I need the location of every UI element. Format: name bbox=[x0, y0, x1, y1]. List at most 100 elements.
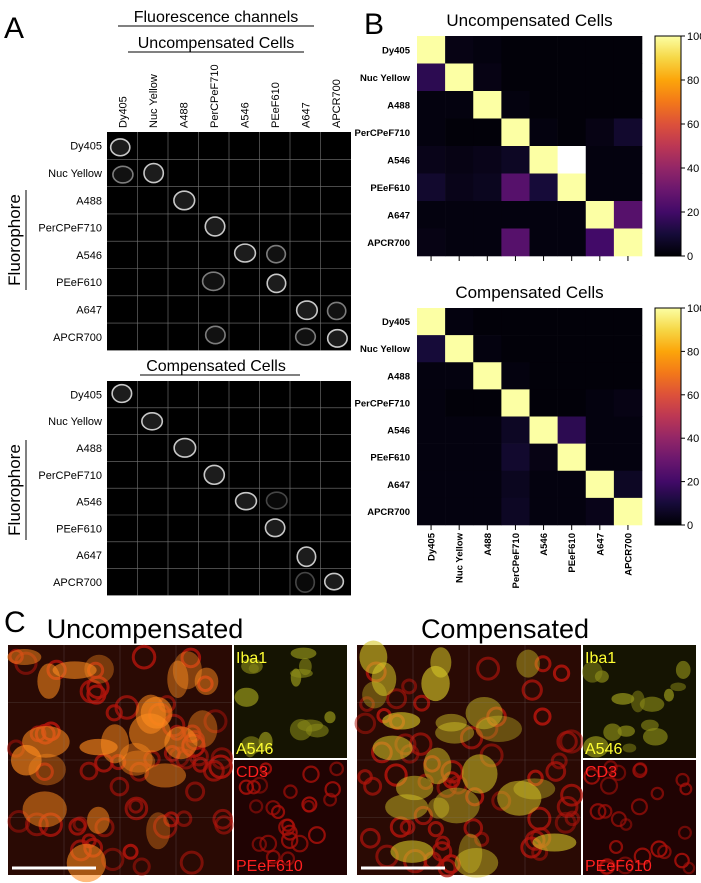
cell-glia bbox=[371, 662, 397, 697]
channel-label: CD3 bbox=[585, 764, 617, 781]
heatmap-cell bbox=[445, 118, 474, 147]
heatmap-cell bbox=[417, 118, 446, 147]
heatmap-cell bbox=[529, 118, 558, 147]
cell-iba1 bbox=[675, 660, 691, 679]
cell-iba1 bbox=[642, 727, 668, 746]
heatmap-cell bbox=[613, 118, 643, 147]
heatmap-cell bbox=[501, 416, 530, 444]
row-label: Dy405 bbox=[382, 317, 411, 328]
cell-image bbox=[234, 491, 258, 511]
cell-glia bbox=[121, 750, 156, 773]
cell-red bbox=[463, 818, 484, 838]
heatmap-cell bbox=[613, 63, 643, 92]
heatmap-cell bbox=[585, 443, 615, 472]
image-title: Uncompensated bbox=[47, 614, 244, 644]
heatmap-cell bbox=[501, 470, 530, 499]
heatmap-cell bbox=[529, 308, 558, 336]
heatmap-cell bbox=[529, 335, 558, 363]
cell-image bbox=[295, 300, 319, 321]
cell-iba1 bbox=[603, 723, 622, 741]
heatmap-cell bbox=[473, 416, 502, 444]
column-label: A546 bbox=[239, 102, 251, 128]
heatmap-cell bbox=[557, 228, 587, 257]
cell-red bbox=[129, 761, 150, 782]
cell-cd3 bbox=[238, 779, 255, 795]
column-label: A546 bbox=[539, 533, 550, 556]
row-label: A488 bbox=[387, 371, 410, 382]
heatmap-cell bbox=[445, 228, 474, 257]
row-label: A488 bbox=[76, 443, 102, 455]
cell-glia bbox=[427, 797, 450, 819]
row-label: A546 bbox=[387, 155, 410, 166]
heatmap-cell bbox=[417, 146, 446, 174]
column-label: A647 bbox=[300, 102, 312, 128]
cell-iba1 bbox=[324, 711, 336, 724]
cell-red bbox=[560, 783, 584, 807]
heatmap-cell bbox=[585, 228, 615, 257]
row-label: PerCPeF710 bbox=[38, 223, 102, 235]
row-label: PEeF610 bbox=[370, 183, 410, 194]
chart-title: Compensated Cells bbox=[455, 283, 603, 302]
heatmap-cell bbox=[585, 470, 615, 499]
heatmap-cell bbox=[557, 146, 587, 174]
cell-image bbox=[265, 244, 287, 264]
colorbar-tick-label: 20 bbox=[687, 207, 699, 219]
heatmap-cell bbox=[417, 36, 446, 64]
cell-image bbox=[326, 301, 347, 321]
cell-iba1 bbox=[622, 743, 637, 753]
cell-glia bbox=[172, 651, 202, 690]
panel-a: Dy405 Nuc Yellow A488 PerCPeF710 A546 PEeF610… bbox=[5, 64, 351, 596]
block-title: Uncompensated Cells bbox=[138, 35, 295, 52]
cell-image bbox=[295, 571, 316, 594]
colorbar bbox=[654, 307, 682, 526]
heatmap-cell bbox=[473, 173, 502, 202]
heatmap-cell bbox=[585, 118, 615, 147]
heatmap-cell bbox=[501, 308, 530, 336]
row-label: PEeF610 bbox=[370, 453, 410, 464]
heatmap-cell bbox=[529, 443, 558, 472]
cell-iba1 bbox=[289, 718, 313, 741]
colorbar bbox=[654, 35, 682, 257]
colorbar-tick-label: 80 bbox=[687, 75, 699, 87]
cell-red bbox=[534, 655, 552, 673]
block-title: Compensated Cells bbox=[146, 358, 286, 375]
heatmap-cell bbox=[445, 63, 474, 92]
heatmap-cell bbox=[613, 389, 643, 417]
heatmap-cell bbox=[613, 416, 643, 444]
cell-cd3 bbox=[630, 798, 648, 816]
heatmap-cell bbox=[613, 470, 643, 499]
cell-red bbox=[545, 761, 567, 782]
row-label: PEeF610 bbox=[56, 523, 102, 535]
cell-iba1 bbox=[611, 693, 635, 705]
heatmap-cell bbox=[501, 173, 530, 202]
cell-cd3 bbox=[251, 836, 268, 852]
row-label: A647 bbox=[387, 480, 410, 491]
cell-image bbox=[173, 190, 196, 211]
cell-glia bbox=[497, 780, 542, 816]
row-label: A546 bbox=[76, 497, 102, 509]
cell-red bbox=[521, 679, 543, 701]
heatmap-cell bbox=[557, 416, 587, 444]
cell-red bbox=[552, 664, 571, 682]
heatmap-cell bbox=[613, 443, 643, 472]
heatmap-cell bbox=[417, 335, 446, 363]
heatmap-cell bbox=[417, 201, 446, 229]
heatmap-cell bbox=[445, 389, 474, 417]
cell-red bbox=[179, 850, 204, 875]
row-label: A647 bbox=[387, 210, 410, 221]
colorbar-tick-label: 40 bbox=[687, 433, 699, 445]
heatmap-cell bbox=[557, 118, 587, 147]
cell-cd3 bbox=[597, 804, 613, 819]
colorbar-tick-label: 40 bbox=[687, 163, 699, 175]
heatmap-cell bbox=[473, 91, 502, 119]
cell-red bbox=[86, 675, 110, 700]
heatmap-cell bbox=[473, 201, 502, 229]
heatmap-cell bbox=[529, 91, 558, 119]
cell-cd3 bbox=[679, 782, 693, 796]
heatmap-cell bbox=[473, 228, 502, 257]
cell-red bbox=[474, 831, 490, 847]
panel-label: A bbox=[4, 12, 24, 45]
cell-glia bbox=[475, 715, 523, 743]
colorbar-tick-label: 60 bbox=[687, 390, 699, 402]
